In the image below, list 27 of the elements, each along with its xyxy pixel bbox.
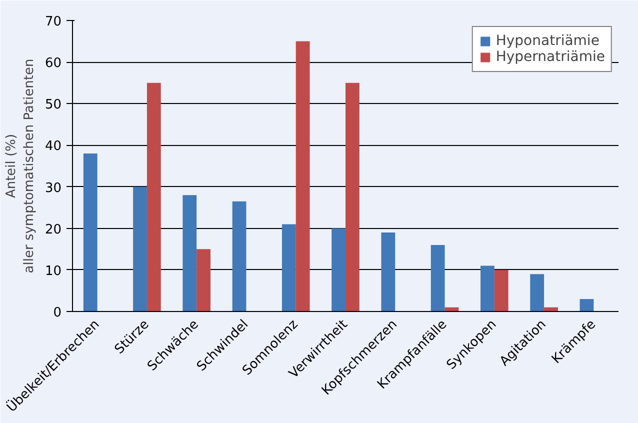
bar	[346, 82, 360, 312]
y-tick-label: 0	[53, 306, 62, 320]
bar	[332, 228, 346, 312]
bar	[282, 224, 296, 312]
bar	[530, 274, 544, 312]
bar	[133, 186, 147, 312]
y-tick-label: 50	[44, 98, 62, 113]
bar	[480, 266, 494, 312]
bar	[580, 299, 594, 312]
bar	[381, 232, 396, 312]
y-axis-title: Anteil (%) aller symptomatischen Patienten	[4, 58, 37, 274]
bar	[232, 201, 246, 312]
y-tick-label: 20	[44, 222, 62, 238]
bar	[430, 244, 445, 312]
y-tick-label: 60	[44, 56, 62, 72]
legend-label: Hyponatriämie	[496, 33, 600, 49]
bar	[146, 82, 161, 312]
bar	[83, 154, 98, 312]
y-tick-label: 30	[44, 180, 62, 196]
bar	[494, 270, 508, 312]
bar	[196, 249, 210, 312]
legend-label: Hypernatriämie	[496, 49, 605, 65]
y-tick-label: 70	[44, 14, 62, 30]
y-tick-label: 40	[44, 139, 62, 154]
y-tick-label: 10	[44, 264, 62, 279]
bar	[182, 195, 197, 312]
bar	[296, 41, 310, 312]
